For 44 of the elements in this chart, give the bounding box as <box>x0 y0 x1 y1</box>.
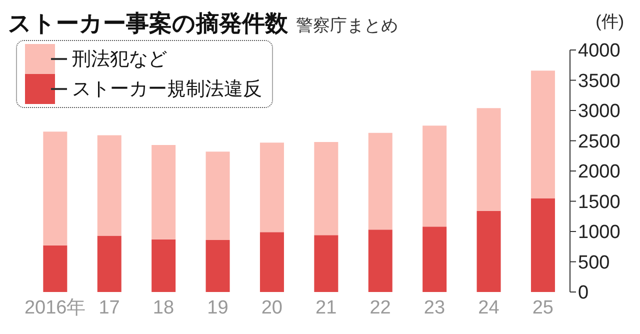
chart-subtitle: 警察庁まとめ <box>296 16 398 35</box>
bar <box>368 230 392 292</box>
y-tick-label: 500 <box>578 252 610 274</box>
y-tick-label: 4000 <box>578 40 620 62</box>
bar <box>530 70 555 198</box>
bar <box>206 152 230 240</box>
y-tick-label: 1500 <box>578 192 620 213</box>
bar <box>476 210 501 292</box>
bar <box>152 239 176 292</box>
bar <box>476 108 501 211</box>
y-axis-title: (件) <box>596 11 624 33</box>
bar <box>314 142 338 236</box>
bar <box>368 132 392 230</box>
y-tick-label: 2500 <box>578 131 620 152</box>
legend-label: ストーカー規制法違反 <box>72 78 262 102</box>
bar <box>43 132 68 246</box>
legend-label: 刑法犯など <box>72 48 167 72</box>
x-tick-label: 24 <box>478 297 500 318</box>
y-tick-label: 3000 <box>578 101 620 122</box>
x-tick-label: 25 <box>532 297 554 318</box>
bar <box>422 226 447 292</box>
bar <box>206 240 230 292</box>
chart-title: ストーカー事案の摘発件数 <box>8 10 288 36</box>
bar <box>530 198 555 292</box>
bar <box>314 235 338 292</box>
y-tick-label: 2000 <box>578 162 620 183</box>
bar <box>260 142 284 232</box>
x-tick-label: 23 <box>424 297 446 318</box>
bar <box>260 232 284 292</box>
y-tick-label: 3500 <box>578 70 620 92</box>
bar <box>97 236 122 292</box>
x-tick-label: 19 <box>207 297 228 318</box>
y-tick-label: 1000 <box>578 222 620 244</box>
bar <box>422 126 447 227</box>
x-tick-label: 20 <box>261 297 282 318</box>
bar <box>97 135 122 236</box>
x-tick-label: 21 <box>316 297 337 318</box>
bar <box>152 144 176 240</box>
x-tick-label: 17 <box>98 297 120 318</box>
x-tick-label: 22 <box>370 297 391 318</box>
x-tick-label: 2016年 <box>24 297 86 318</box>
bar <box>43 245 68 292</box>
x-tick-label: 18 <box>152 297 174 318</box>
y-tick-label: 0 <box>578 282 589 304</box>
